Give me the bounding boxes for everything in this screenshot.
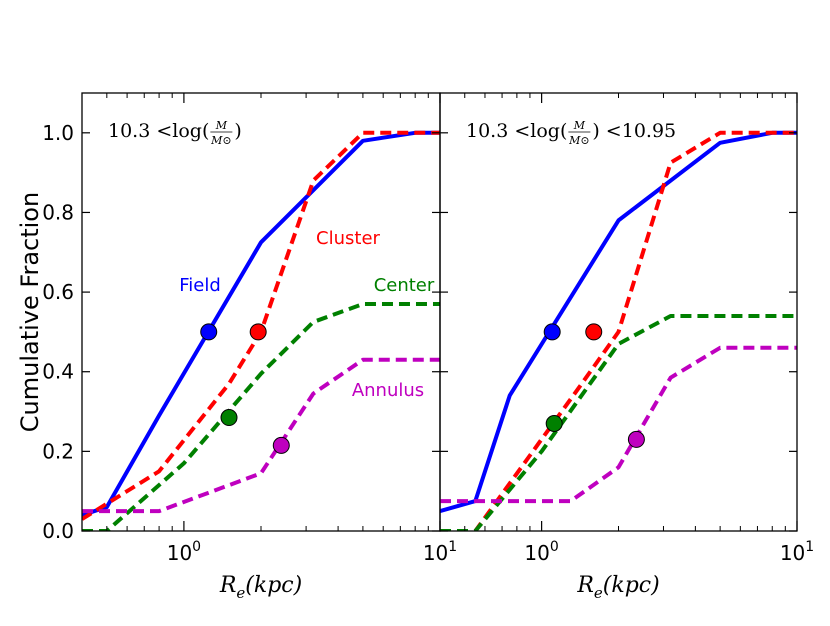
median-marker-annulus [272, 436, 290, 454]
y-tick-label: 1.0 [42, 121, 74, 145]
series-label-cluster: Cluster [316, 228, 380, 249]
median-marker-center [220, 409, 238, 427]
median-marker-center [545, 414, 563, 432]
y-tick-label: 0.8 [42, 200, 74, 224]
plot-frame [81, 92, 441, 532]
svg-text:): ) [234, 120, 241, 142]
svg-text:M⊙: M⊙ [210, 134, 231, 147]
x-tick-label: 101 [780, 539, 814, 565]
series-line-field [440, 130, 797, 514]
x-tick-label: 100 [524, 539, 558, 565]
series-line-center [440, 314, 797, 531]
y-tick-label: 0.6 [42, 280, 74, 304]
x-tick-label: 101 [423, 539, 457, 565]
svg-text:10.3 <log(: 10.3 <log( [466, 120, 567, 142]
svg-text:M: M [215, 119, 228, 132]
svg-text:M⊙: M⊙ [568, 134, 589, 147]
series-line-annulus [82, 357, 440, 514]
mass-range-annotation: 10.3 <log( M M⊙) <10.95 [466, 119, 676, 147]
left-panel: 0.0 0.2 0.4 0.6 0.8 1.0 100 101 Re(kpc) 10.3 <log… [42, 92, 457, 602]
median-marker-field [200, 323, 218, 341]
series-line-annulus [440, 345, 797, 504]
y-tick-label: 0.4 [42, 360, 74, 384]
median-marker-annulus [627, 430, 645, 448]
series-label-center: Center [374, 275, 435, 296]
mass-range-annotation: 10.3 <log( M M⊙) [108, 119, 242, 147]
y-tick-label: 0.0 [42, 519, 74, 543]
series-line-center [82, 302, 440, 531]
median-marker-cluster [585, 323, 603, 341]
svg-text:10.3 <log(: 10.3 <log( [108, 120, 209, 142]
median-marker-field [543, 323, 561, 341]
y-tick-label: 0.2 [42, 439, 74, 463]
series-label-field: Field [179, 275, 221, 296]
x-tick-label: 100 [167, 539, 201, 565]
series-label-annulus: Annulus [352, 380, 424, 401]
right-panel: 100 101 Re(kpc) 10.3 <log( M M⊙) <10.95 [439, 92, 814, 602]
series-line-cluster [440, 130, 797, 531]
svg-text:) <10.95: ) <10.95 [592, 120, 676, 142]
svg-text:M: M [573, 119, 586, 132]
y-axis-label: Cumulative Fraction [16, 192, 44, 432]
median-marker-cluster [249, 323, 267, 341]
x-axis-label: Re(kpc) [219, 573, 302, 602]
x-axis-label: Re(kpc) [576, 573, 659, 602]
